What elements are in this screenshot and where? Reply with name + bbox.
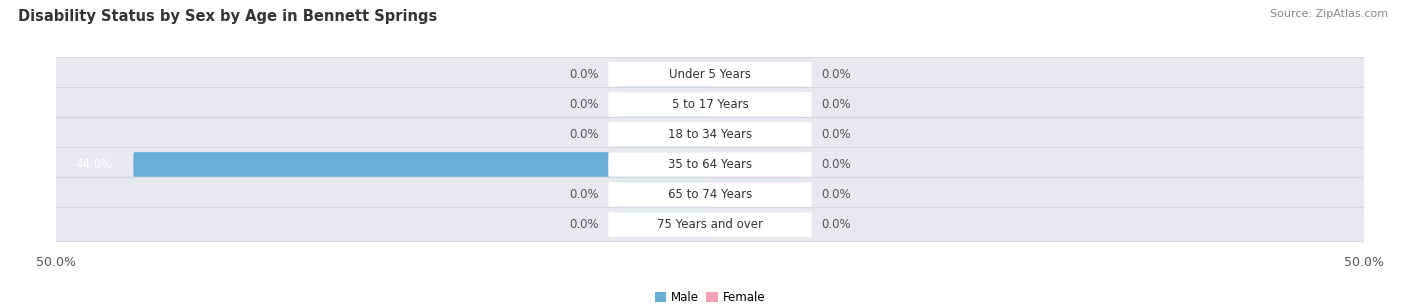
Legend: Male, Female: Male, Female [650, 286, 770, 305]
FancyBboxPatch shape [709, 92, 803, 117]
FancyBboxPatch shape [617, 92, 711, 117]
Text: Under 5 Years: Under 5 Years [669, 68, 751, 81]
Text: 0.0%: 0.0% [569, 188, 599, 201]
FancyBboxPatch shape [617, 122, 711, 147]
Text: Source: ZipAtlas.com: Source: ZipAtlas.com [1270, 9, 1388, 19]
FancyBboxPatch shape [609, 212, 811, 237]
Text: 44.0%: 44.0% [76, 158, 112, 171]
Text: 0.0%: 0.0% [821, 98, 851, 111]
FancyBboxPatch shape [134, 152, 711, 177]
FancyBboxPatch shape [709, 182, 803, 207]
FancyBboxPatch shape [609, 62, 811, 87]
FancyBboxPatch shape [709, 62, 803, 87]
Text: 35 to 64 Years: 35 to 64 Years [668, 158, 752, 171]
FancyBboxPatch shape [709, 122, 803, 147]
Text: Disability Status by Sex by Age in Bennett Springs: Disability Status by Sex by Age in Benne… [18, 9, 437, 24]
FancyBboxPatch shape [55, 148, 1365, 181]
FancyBboxPatch shape [709, 212, 803, 237]
FancyBboxPatch shape [609, 92, 811, 117]
FancyBboxPatch shape [55, 178, 1365, 211]
FancyBboxPatch shape [55, 58, 1365, 91]
Text: 0.0%: 0.0% [821, 128, 851, 141]
FancyBboxPatch shape [55, 208, 1365, 241]
FancyBboxPatch shape [617, 182, 711, 207]
Text: 0.0%: 0.0% [821, 158, 851, 171]
FancyBboxPatch shape [617, 62, 711, 87]
Text: 65 to 74 Years: 65 to 74 Years [668, 188, 752, 201]
FancyBboxPatch shape [55, 88, 1365, 121]
Text: 0.0%: 0.0% [821, 188, 851, 201]
Text: 0.0%: 0.0% [569, 128, 599, 141]
Text: 0.0%: 0.0% [569, 98, 599, 111]
FancyBboxPatch shape [617, 212, 711, 237]
Text: 5 to 17 Years: 5 to 17 Years [672, 98, 748, 111]
Text: 75 Years and over: 75 Years and over [657, 218, 763, 231]
FancyBboxPatch shape [709, 152, 803, 177]
Text: 0.0%: 0.0% [569, 68, 599, 81]
Text: 0.0%: 0.0% [569, 218, 599, 231]
Text: 18 to 34 Years: 18 to 34 Years [668, 128, 752, 141]
FancyBboxPatch shape [609, 152, 811, 177]
FancyBboxPatch shape [609, 182, 811, 207]
FancyBboxPatch shape [609, 122, 811, 147]
Text: 0.0%: 0.0% [821, 68, 851, 81]
Text: 0.0%: 0.0% [821, 218, 851, 231]
FancyBboxPatch shape [55, 118, 1365, 151]
